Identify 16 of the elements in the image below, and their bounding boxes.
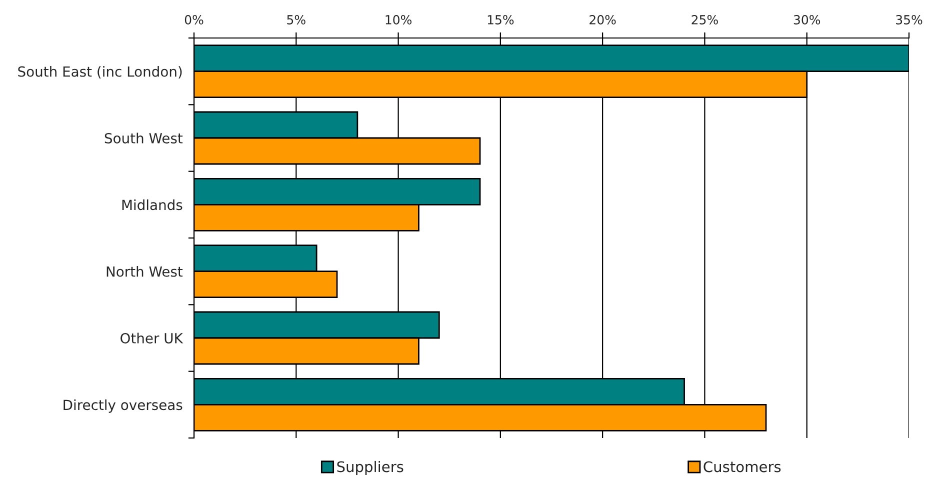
x-tick-label: 5% <box>287 15 306 24</box>
y-tick-label: Other UK <box>120 332 184 344</box>
x-tick-label: 0% <box>184 15 204 24</box>
x-tick-label: 20% <box>590 15 616 24</box>
x-tick-label: 25% <box>692 15 718 24</box>
x-tick-label: 15% <box>488 15 514 24</box>
x-tick-label: 30% <box>794 15 820 24</box>
y-tick-label: Directly overseas <box>64 399 182 413</box>
legend-label: Customers <box>704 461 781 472</box>
x-tick-label: 35% <box>896 15 922 24</box>
y-tick-label: South East (inc London) <box>18 66 182 78</box>
x-tick-label: 10% <box>386 15 412 24</box>
y-tick-label: South West <box>104 132 183 144</box>
legend-label: Suppliers <box>337 460 404 476</box>
y-tick-label: Midlands <box>122 199 182 210</box>
y-tick-label: North West <box>106 266 183 277</box>
